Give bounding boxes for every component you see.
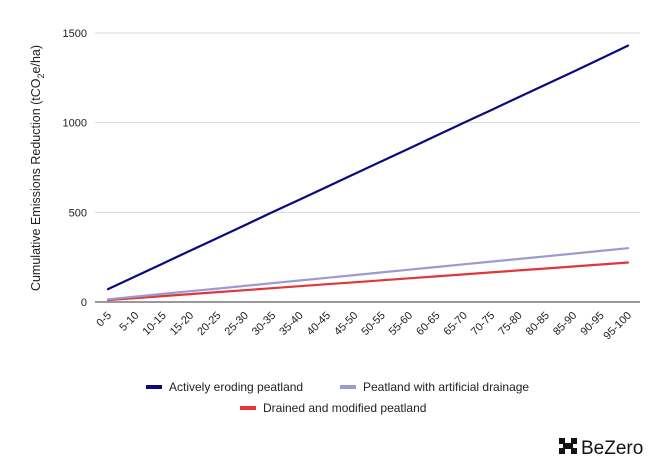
legend-item: Peatland with artificial drainage [340, 380, 529, 394]
x-tick-label: 55-60 [387, 310, 415, 338]
x-tick-label: 45-50 [332, 310, 360, 338]
legend-item: Actively eroding peatland [146, 380, 303, 394]
series-line [106, 44, 630, 291]
x-tick-label: 15-20 [168, 310, 196, 338]
x-tick-label: 80-85 [524, 310, 552, 338]
bezero-logo: BeZero [559, 438, 643, 459]
series-lines [106, 44, 630, 302]
y-axis-title: Cumulative Emissions Reduction (tCO2e/ha… [29, 45, 46, 291]
legend-swatch [146, 385, 162, 389]
gridlines [95, 32, 640, 303]
x-tick-label: 65-70 [442, 310, 470, 338]
y-axis-title-subscript: 2 [36, 73, 46, 78]
series-line [106, 247, 630, 301]
legend-item: Drained and modified peatland [240, 401, 426, 415]
x-tick-label: 30-35 [250, 310, 278, 338]
x-tick-label: 5-10 [117, 310, 141, 334]
legend-label: Peatland with artificial drainage [363, 380, 529, 394]
legend: Actively eroding peatland Peatland with a… [146, 380, 529, 415]
x-tick-label: 40-45 [305, 310, 333, 338]
series-line [106, 261, 630, 302]
x-tick-label: 50-55 [359, 310, 387, 338]
legend-swatch [340, 385, 356, 389]
y-tick-label: 500 [69, 207, 87, 219]
x-tick-label: 10-15 [140, 310, 168, 338]
y-tick-label: 0 [81, 297, 87, 309]
y-tick-label: 1000 [63, 118, 87, 130]
bezero-logo-text: BeZero [581, 438, 643, 459]
x-tick-label: 75-80 [496, 310, 524, 338]
y-axis-title-unit: e/ha) [29, 45, 43, 74]
x-tick-label: 35-40 [277, 310, 305, 338]
legend-label: Actively eroding peatland [169, 380, 303, 394]
x-tick-label: 85-90 [551, 310, 579, 338]
bezero-logo-icon [559, 438, 577, 454]
x-tick-label: 0-5 [94, 310, 114, 330]
x-tick-label: 20-25 [195, 310, 223, 338]
y-tick-label: 1500 [63, 28, 87, 40]
x-tick-label: 60-65 [414, 310, 442, 338]
x-tick-label: 95-100 [601, 310, 634, 343]
y-axis-ticks: 0 500 1000 1500 [63, 28, 87, 309]
y-axis-title-main: Cumulative Emissions Reduction (tCO [29, 78, 43, 291]
legend-label: Drained and modified peatland [263, 401, 426, 415]
x-tick-label: 25-30 [223, 310, 251, 338]
legend-swatch [240, 406, 256, 410]
x-axis-ticks: 0-5 5-1010-1515-2020-2525-3030-3535-4040-… [94, 310, 634, 343]
x-tick-label: 70-75 [469, 310, 497, 338]
